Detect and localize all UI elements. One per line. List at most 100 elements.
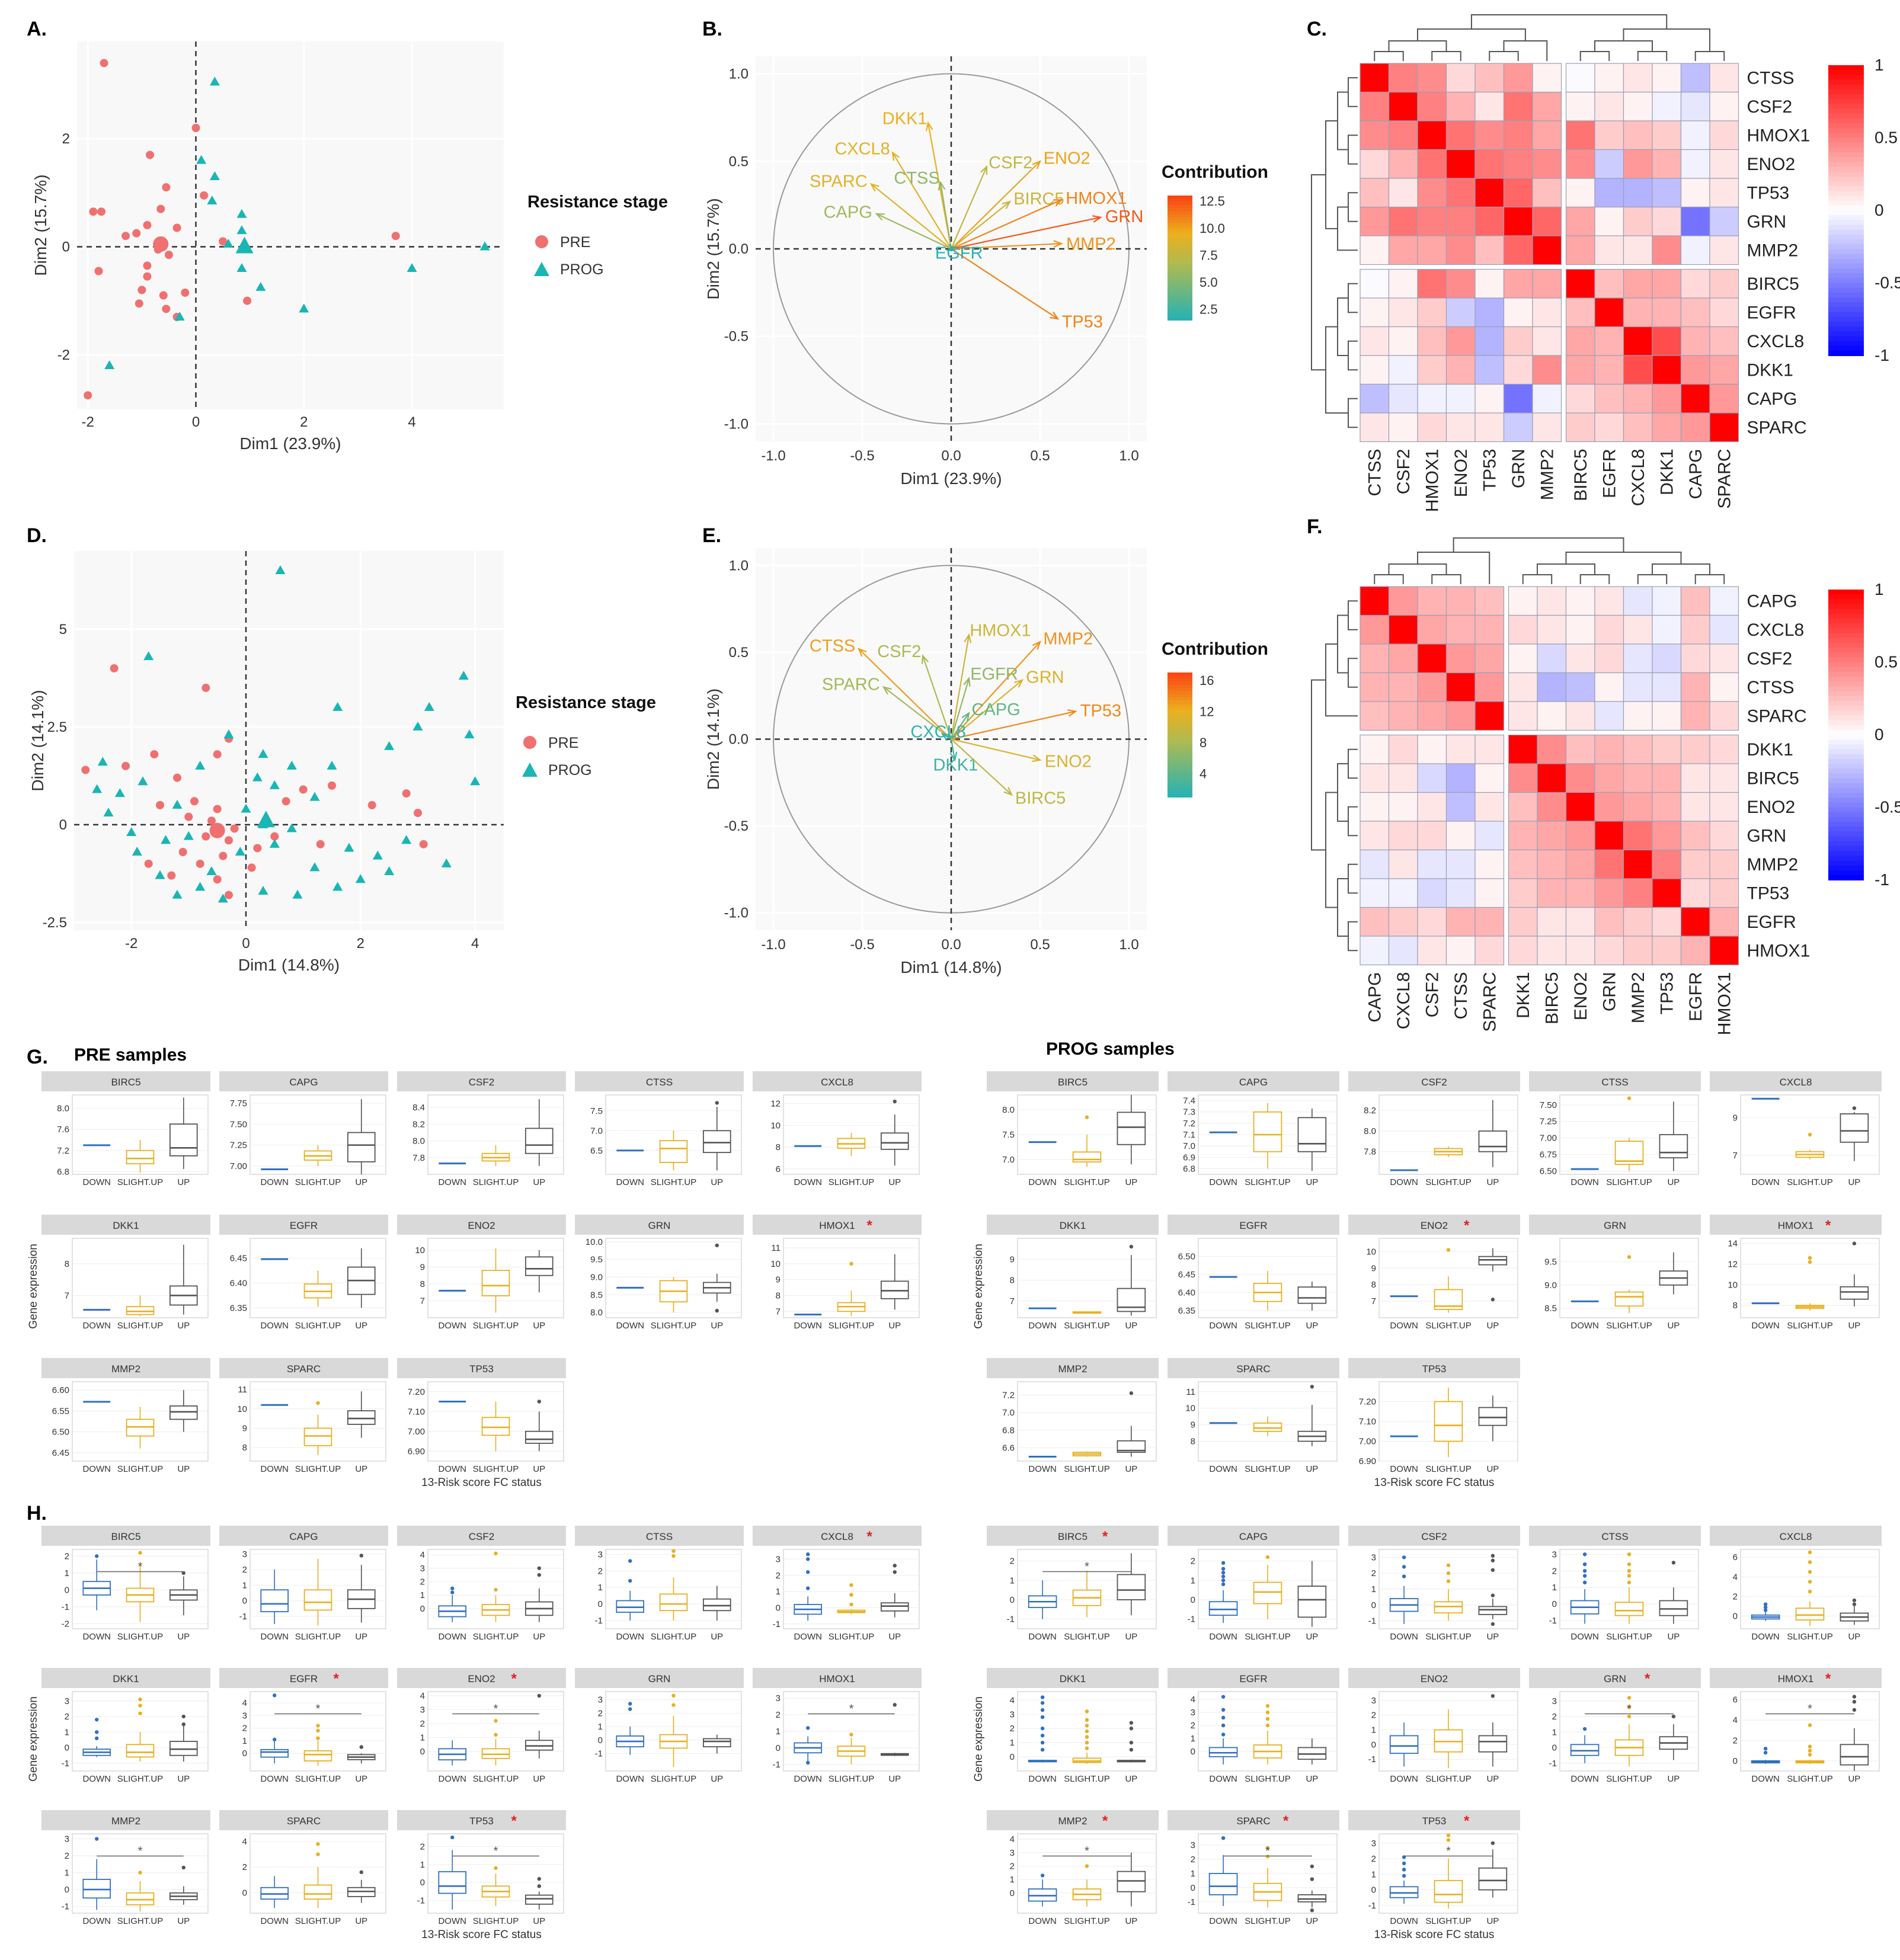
facet-strip	[753, 1215, 922, 1235]
scale-tick-label: -1	[1875, 870, 1889, 889]
y-tick-label: 3	[776, 1554, 781, 1564]
x-tick-label: DOWN	[616, 1632, 644, 1642]
point-prog	[401, 835, 412, 844]
heatmap-cell	[1360, 734, 1390, 764]
point-prog	[223, 729, 234, 739]
outlier-point	[138, 1871, 142, 1875]
point-prog	[132, 847, 142, 856]
x-tick-label: UP	[1306, 1632, 1318, 1642]
y-tick-label: 0	[776, 1603, 781, 1613]
heatmap-cell	[1709, 297, 1739, 328]
variable-label-tp53: TP53	[1062, 313, 1103, 332]
x-tick-label: UP	[1306, 1321, 1318, 1331]
heatmap-cell	[1360, 268, 1390, 299]
box-up	[702, 1598, 731, 1612]
y-tick-label: -1	[62, 1759, 69, 1769]
heatmap-cell	[1680, 149, 1710, 179]
col-label: CXCL8	[1629, 449, 1648, 507]
y-tick-label: 2	[242, 1724, 247, 1734]
heatmap-cell	[1565, 297, 1595, 328]
point-prog	[269, 780, 280, 789]
row-label: TP53	[1747, 183, 1790, 203]
heatmap-cell	[1445, 821, 1476, 851]
y-tick-label: 6.60	[52, 1385, 69, 1395]
y-tick-label: 9	[776, 1275, 781, 1285]
point-prog	[275, 565, 286, 574]
legend-gradient-step	[1167, 264, 1192, 268]
point-pre	[150, 750, 159, 759]
x-tick-label: SLIGHT.UP	[1245, 1464, 1291, 1474]
x-tick-label: 2	[300, 414, 308, 430]
point-prog	[196, 155, 207, 164]
legend-gradient-step	[1167, 756, 1192, 760]
y-tick-label: -1.0	[724, 416, 749, 432]
y-tick-label: 8	[65, 1259, 69, 1269]
heatmap-cell	[1623, 763, 1653, 793]
outlier-point	[1490, 1622, 1495, 1626]
x-tick-label: 1.0	[1119, 448, 1138, 464]
heatmap-cell	[1417, 734, 1447, 764]
y-tick-label: 2	[1010, 1557, 1015, 1567]
outlier-point	[537, 1573, 541, 1577]
y-tick-label: 3	[1552, 1549, 1557, 1559]
facet-title: TP53	[469, 1815, 494, 1827]
heatmap-cell	[1680, 734, 1710, 764]
outlier-point	[95, 1730, 99, 1734]
y-tick-label: 7.00	[408, 1427, 425, 1437]
legend-title: Resistance stage	[527, 193, 668, 212]
outlier-point	[1085, 1729, 1089, 1734]
heatmap-cell	[1508, 614, 1538, 645]
y-tick-label: 7.2	[1002, 1390, 1015, 1400]
heatmap-cell	[1445, 936, 1476, 966]
heatmap-cell	[1360, 63, 1390, 93]
heatmap-cell	[1623, 936, 1653, 966]
heatmap-cell	[1417, 701, 1447, 731]
outlier-point	[138, 1711, 142, 1715]
outlier-point	[95, 1837, 99, 1841]
x-tick-label: DOWN	[1390, 1177, 1418, 1187]
x-tick-label: DOWN	[82, 1321, 111, 1331]
heatmap-cell	[1417, 178, 1447, 208]
y-tick-label: 0	[1191, 1883, 1195, 1893]
x-tick-label: SLIGHT.UP	[1245, 1916, 1291, 1926]
outlier-point	[95, 1718, 99, 1722]
y-tick-label: 2	[1371, 1854, 1376, 1864]
outlier-point	[1310, 1385, 1314, 1389]
facet-strip	[575, 1668, 744, 1688]
scale-gradient-step	[1828, 749, 1864, 755]
y-tick-label: 1	[420, 1860, 425, 1870]
point-prog	[236, 209, 247, 218]
col-label: DKK1	[1657, 449, 1677, 495]
legend-gradient-step	[1167, 217, 1192, 221]
x-tick-label: UP	[888, 1774, 901, 1784]
point-pre	[156, 800, 164, 809]
y-tick-label: 1	[1191, 1734, 1195, 1744]
outlier-point	[893, 1570, 897, 1574]
x-tick-label: SLIGHT.UP	[1425, 1632, 1472, 1642]
scale-tick-label: 0.5	[1875, 129, 1898, 147]
point-prog	[126, 827, 137, 837]
point-pre	[144, 859, 153, 868]
point-pre	[270, 832, 279, 841]
scale-gradient-step	[1828, 648, 1864, 654]
facet-title: TP53	[1422, 1815, 1447, 1827]
heatmap-cell	[1445, 383, 1476, 414]
x-tick-label: 0.5	[1030, 937, 1050, 953]
point-prog	[332, 882, 343, 891]
heatmap-cell	[1680, 268, 1710, 299]
scale-gradient-step	[1828, 623, 1864, 629]
legend-gradient-step	[1167, 768, 1192, 773]
heatmap-cell	[1417, 821, 1447, 851]
x-tick-label: SLIGHT.UP	[651, 1632, 697, 1642]
variable-label-cxcl8: CXCL8	[910, 723, 966, 742]
outlier-point	[1627, 1714, 1632, 1719]
x-tick-label: SLIGHT.UP	[473, 1464, 519, 1474]
y-tick-label: 2	[1010, 1862, 1015, 1872]
y-tick-label: 7.5	[590, 1106, 603, 1116]
point-prog	[470, 776, 481, 786]
point-pre	[121, 232, 130, 241]
box-down	[260, 1589, 289, 1612]
row-label: SPARC	[1747, 418, 1807, 437]
legend-gradient-step	[1167, 301, 1192, 305]
facet-title: SPARC	[1236, 1815, 1270, 1827]
